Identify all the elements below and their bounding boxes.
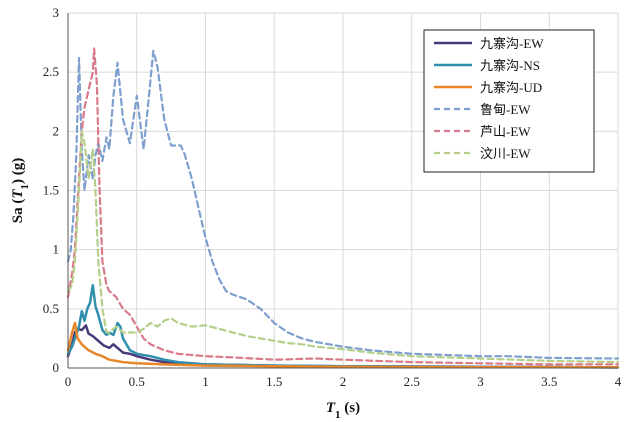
y-tick-label: 0.5	[43, 301, 59, 316]
x-tick-label: 2	[340, 374, 347, 389]
x-axis-title: T1 (s)	[326, 400, 360, 421]
x-tick-label: 0	[65, 374, 72, 389]
series-line-2	[66, 283, 620, 369]
y-tick-label: 0	[53, 360, 60, 375]
x-tick-label: 3	[477, 374, 484, 389]
x-tick-label: 3.5	[541, 374, 557, 389]
legend-label-5: 芦山-EW	[480, 124, 531, 139]
axes	[67, 13, 618, 369]
y-tick-label: 1	[53, 242, 60, 257]
series-lines	[66, 47, 620, 369]
legend-label-2: 九寨沟-NS	[480, 58, 540, 73]
x-tick-label: 2.5	[404, 374, 420, 389]
legend-label-4: 鲁甸-EW	[480, 102, 531, 117]
x-axis-title-sub: 1	[335, 409, 341, 421]
series-line-4	[66, 49, 620, 360]
x-tick-labels: 0 0.5 1 1.5 2 2.5 3 3.5 4	[65, 374, 622, 389]
x-tick-label: 0.5	[129, 374, 145, 389]
legend-box	[423, 29, 595, 173]
y-axis-title-prefix: Sa (	[10, 199, 26, 224]
y-axis-title-sub: 1	[19, 184, 31, 190]
y-axis-title-var: T	[10, 189, 26, 199]
y-tick-label: 2.5	[43, 64, 59, 79]
y-tick-label: 1.5	[43, 183, 59, 198]
y-tick-label: 2	[53, 123, 60, 138]
x-tick-label: 1.5	[266, 374, 282, 389]
legend-label-3: 九寨沟-UD	[480, 80, 542, 95]
x-tick-label: 1	[202, 374, 209, 389]
series-line-3	[66, 321, 620, 369]
y-tick-label: 3	[53, 5, 60, 20]
legend-label-1: 九寨沟-EW	[480, 36, 544, 51]
series-line-6	[66, 130, 620, 364]
series-line-5	[66, 47, 620, 366]
x-tick-label: 4	[615, 374, 622, 389]
legend: 九寨沟-EW 九寨沟-NS 九寨沟-UD 鲁甸-EW 芦山-EW 汶川-EW	[423, 29, 595, 173]
y-axis-title: Sa (T1) (g)	[10, 158, 31, 224]
y-axis-title-suffix: ) (g)	[10, 158, 26, 184]
x-axis-title-unit: (s)	[341, 400, 361, 416]
y-tick-labels: 0 0.5 1 1.5 2 2.5 3	[43, 5, 59, 375]
legend-label-6: 汶川-EW	[480, 146, 531, 161]
x-axis-title-var: T	[326, 400, 336, 416]
